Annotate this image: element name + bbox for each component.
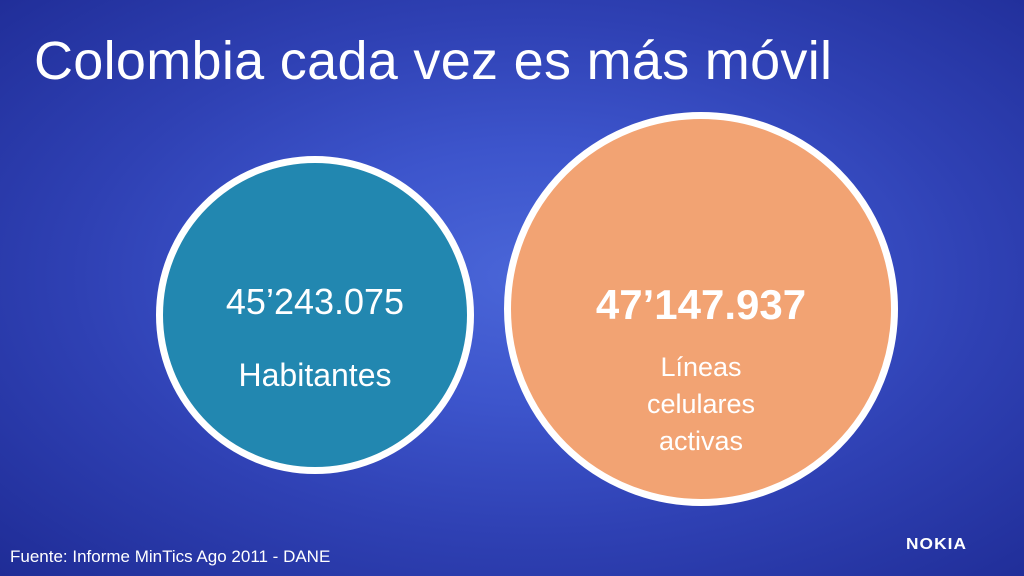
mobile-lines-label-line-1: Líneas <box>660 352 742 382</box>
population-circle: 45’243.075 Habitantes <box>156 156 474 474</box>
population-number: 45’243.075 <box>225 281 405 322</box>
mobile-lines-circle: 47’147.937 Líneas celulares activas <box>504 112 898 506</box>
slide-title: Colombia cada vez es más móvil <box>34 31 833 91</box>
mobile-lines-label-line-2: celulares <box>646 389 756 419</box>
nokia-logo: NOKIA <box>906 536 968 553</box>
mobile-lines-label: Líneas celulares activas <box>511 349 891 460</box>
mobile-lines-label-line-3: activas <box>658 426 744 456</box>
mobile-lines-number: 47’147.937 <box>595 281 807 328</box>
population-label: Habitantes <box>238 357 392 393</box>
source-note: Fuente: Informe MinTics Ago 2011 - DANE <box>10 547 331 566</box>
